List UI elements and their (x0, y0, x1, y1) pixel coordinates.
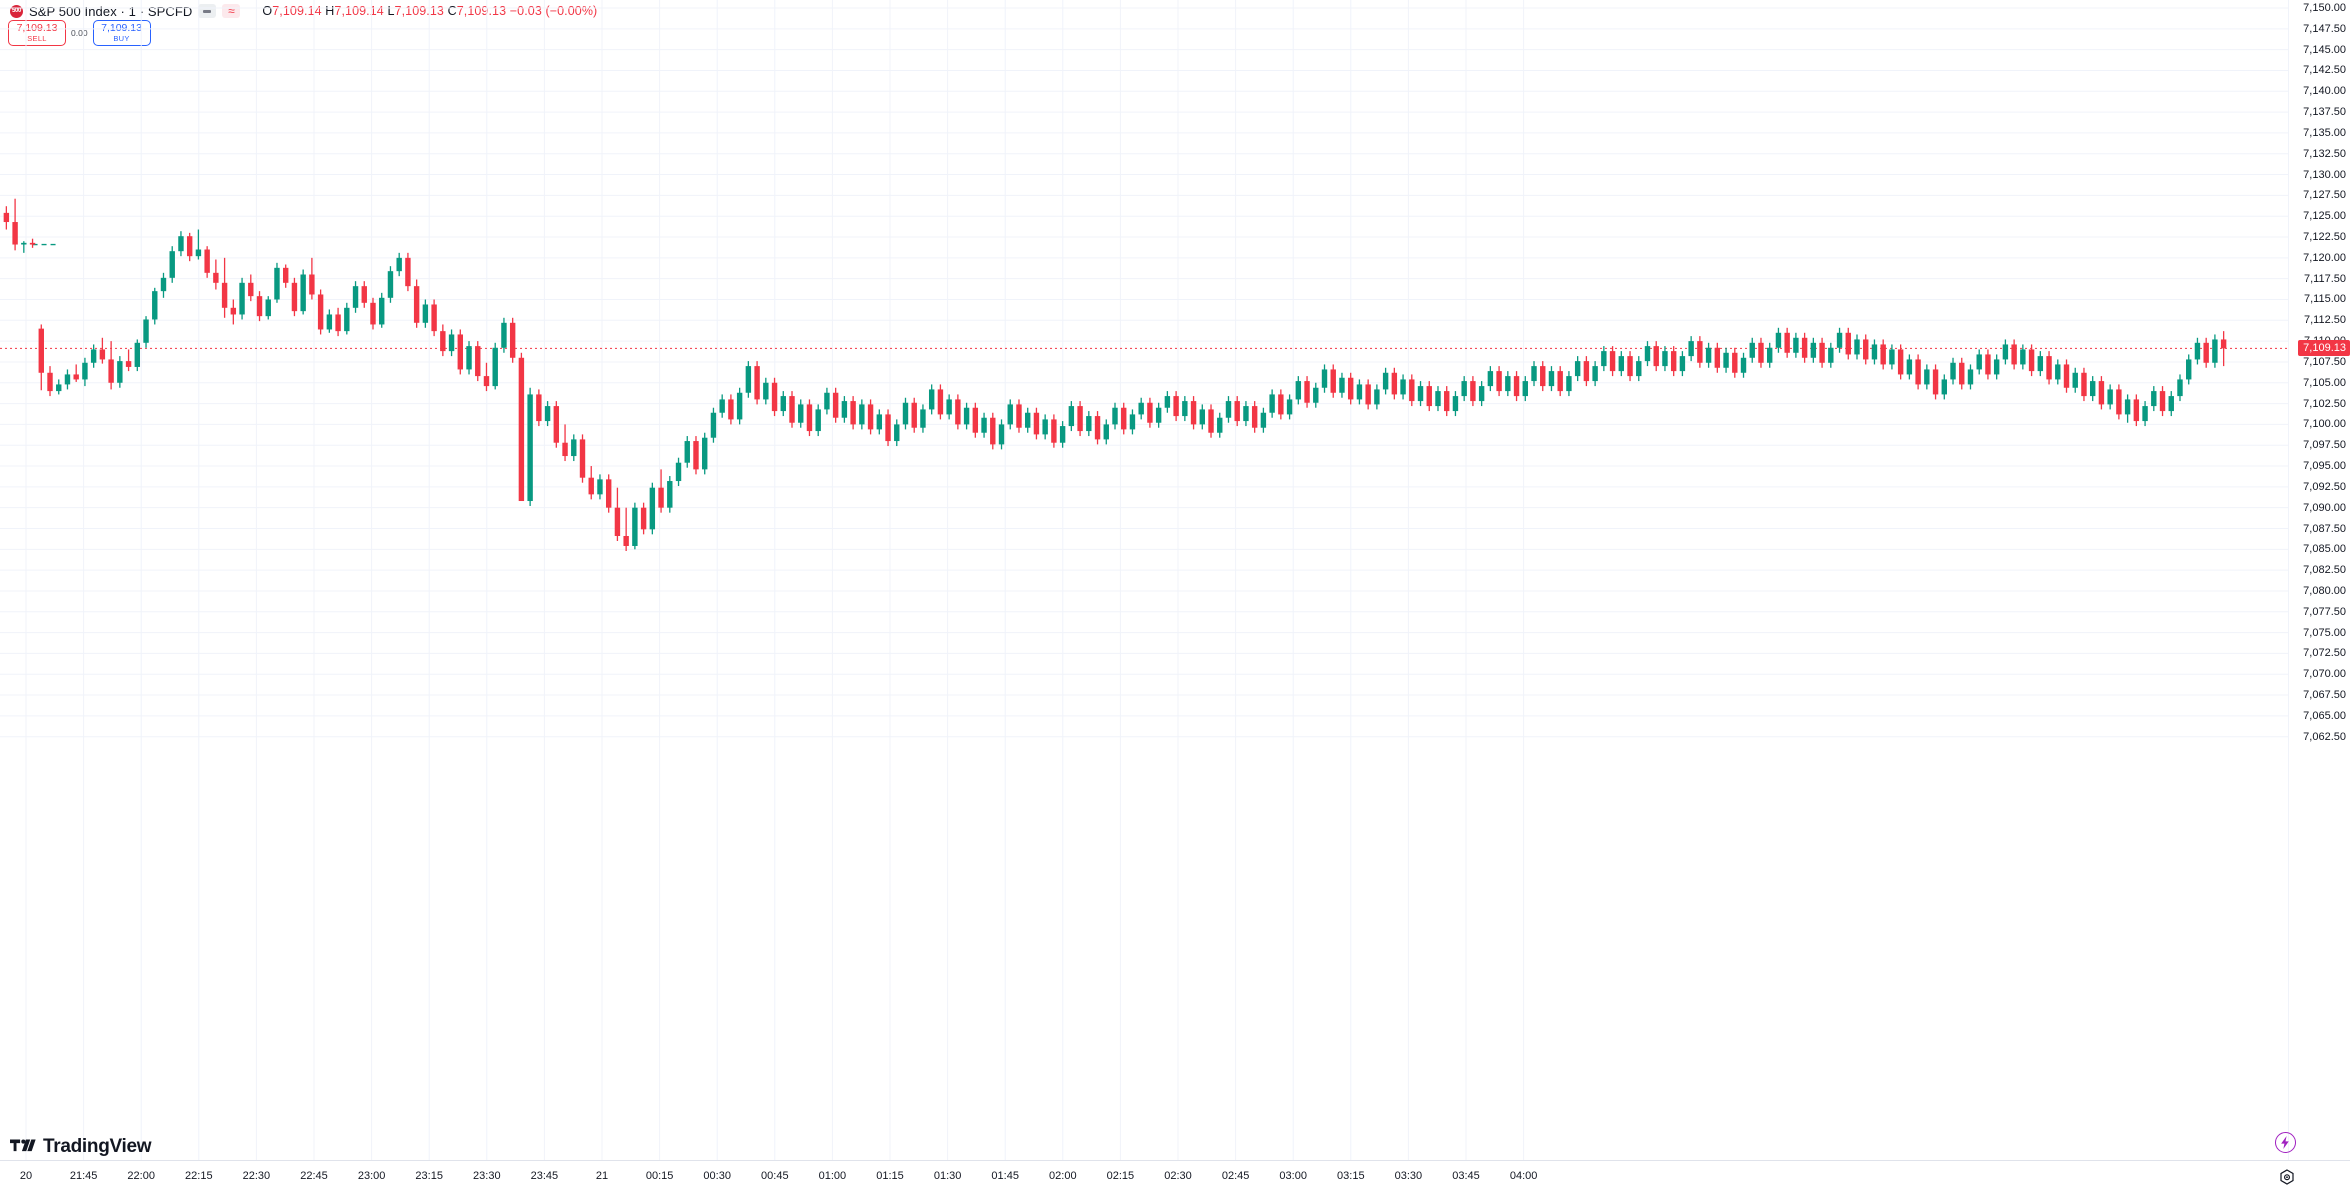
time-axis-label: 23:45 (530, 1170, 559, 1182)
price-axis-label: 7,080.00 (2303, 584, 2346, 597)
price-axis-label: 7,092.50 (2303, 480, 2346, 493)
buy-price: 7,109.13 (101, 22, 142, 34)
time-axis-label: 01:15 (876, 1170, 904, 1182)
time-axis-label: 00:30 (703, 1170, 731, 1182)
price-axis-label: 7,130.00 (2303, 168, 2346, 181)
time-axis-label: 21:45 (69, 1170, 98, 1182)
time-axis-label: 20 (19, 1170, 33, 1182)
current-price-label: 7,109.13 (2298, 340, 2350, 357)
price-axis-label: 7,077.50 (2303, 605, 2346, 618)
price-axis-label: 7,135.00 (2303, 126, 2346, 139)
price-axis-label: 7,147.50 (2303, 22, 2346, 35)
time-axis-label: 03:15 (1337, 1170, 1365, 1182)
price-axis-label: 7,145.00 (2303, 43, 2346, 56)
chart-canvas (0, 0, 2288, 1160)
time-axis-label: 21 (595, 1170, 609, 1182)
time-axis-label: 22:00 (127, 1170, 155, 1182)
time-axis-label: 02:00 (1049, 1170, 1077, 1182)
price-axis-label: 7,117.50 (2303, 272, 2346, 285)
price-axis-label: 7,065.00 (2303, 709, 2346, 722)
price-axis-label: 7,127.50 (2303, 189, 2346, 202)
price-axis-label: 7,085.00 (2303, 543, 2346, 556)
time-axis-label: 04:00 (1509, 1170, 1538, 1182)
time-axis-label: 22:15 (185, 1170, 213, 1182)
price-axis-label: 7,122.50 (2303, 231, 2346, 244)
tradingview-wordmark: TradingView (43, 1136, 152, 1157)
ohlc-close-label: C (447, 4, 457, 18)
time-axis-label: 02:45 (1221, 1170, 1250, 1182)
price-axis-label: 7,132.50 (2303, 147, 2346, 160)
price-axis-label: 7,137.50 (2303, 106, 2346, 119)
price-axis-label: 7,120.00 (2303, 251, 2346, 264)
spread-value: 0.00 (71, 28, 88, 38)
ohlc-open-label: O (262, 4, 273, 18)
time-axis-label: 23:00 (357, 1170, 386, 1182)
grid-horizontal (0, 7, 2288, 738)
price-axis-label: 7,102.50 (2303, 397, 2346, 410)
price-axis-label: 7,062.50 (2303, 730, 2346, 743)
tradingview-logo[interactable]: TradingView (10, 1136, 152, 1158)
time-axis-label: 22:45 (300, 1170, 328, 1182)
price-axis[interactable]: 7,150.00 7,147.50 7,145.00 7,142.50 7,140.00… (2288, 0, 2350, 1160)
time-axis-label: 01:45 (991, 1170, 1019, 1182)
price-axis-label: 7,072.50 (2303, 647, 2346, 660)
symbol-title[interactable]: S&P 500 Index · 1 · SPCFD (29, 3, 193, 19)
candle-series (3, 198, 2227, 551)
time-axis-label: 23:15 (415, 1170, 443, 1182)
time-axis-label: 22:30 (242, 1170, 271, 1182)
ohlc-high-label: H (325, 4, 335, 18)
time-axis-label: 03:30 (1394, 1170, 1423, 1182)
time-axis-label: 00:15 (645, 1170, 674, 1182)
candlestick-plot[interactable] (0, 0, 2288, 1160)
price-axis-label: 7,090.00 (2303, 501, 2346, 514)
sell-label: SELL (27, 34, 47, 43)
sell-button[interactable]: 7,109.13 SELL (8, 20, 66, 46)
lightning-bolt-icon[interactable] (2275, 1132, 2296, 1153)
time-axis-label: 01:30 (933, 1170, 962, 1182)
price-axis-label: 7,142.50 (2303, 64, 2346, 77)
time-axis-label: 23:30 (473, 1170, 501, 1182)
price-axis-label: 7,100.00 (2303, 418, 2346, 431)
time-axis-label: 01:00 (818, 1170, 847, 1182)
price-axis-label: 7,107.50 (2303, 355, 2346, 368)
price-axis-label: 7,112.50 (2303, 314, 2346, 327)
price-axis-label: 7,105.00 (2303, 376, 2346, 389)
price-axis-label: 7,095.00 (2303, 460, 2346, 473)
time-axis[interactable]: 20 21:45 22:00 22:15 22:30 22:45 23:00 23:15 23:… (0, 1160, 2350, 1196)
time-axis-label: 02:30 (1164, 1170, 1192, 1182)
crosshair-target-icon[interactable] (2276, 1167, 2298, 1189)
grid-vertical (25, 0, 1525, 1160)
price-axis-label: 7,075.00 (2303, 626, 2346, 639)
price-axis-label: 7,140.00 (2303, 85, 2346, 98)
buy-label: BUY (113, 34, 130, 43)
price-axis-label: 7,087.50 (2303, 522, 2346, 535)
price-axis-label: 7,150.00 (2303, 2, 2346, 14)
price-axis-label: 7,082.50 (2303, 564, 2346, 577)
price-axis-label: 7,070.00 (2303, 668, 2346, 681)
price-axis-label: 7,125.00 (2303, 210, 2346, 223)
time-axis-label: 00:45 (761, 1170, 789, 1182)
time-axis-label: 03:00 (1279, 1170, 1307, 1182)
ohlc-low-label: L (387, 4, 395, 18)
time-axis-label: 03:45 (1452, 1170, 1480, 1182)
sell-price: 7,109.13 (16, 22, 58, 34)
price-axis-label: 7,115.00 (2303, 293, 2346, 306)
tradingview-mark-icon (10, 1139, 36, 1151)
price-axis-label: 7,067.50 (2303, 689, 2346, 702)
price-axis-label: 7,097.50 (2303, 439, 2346, 452)
time-axis-label: 02:15 (1106, 1170, 1135, 1182)
